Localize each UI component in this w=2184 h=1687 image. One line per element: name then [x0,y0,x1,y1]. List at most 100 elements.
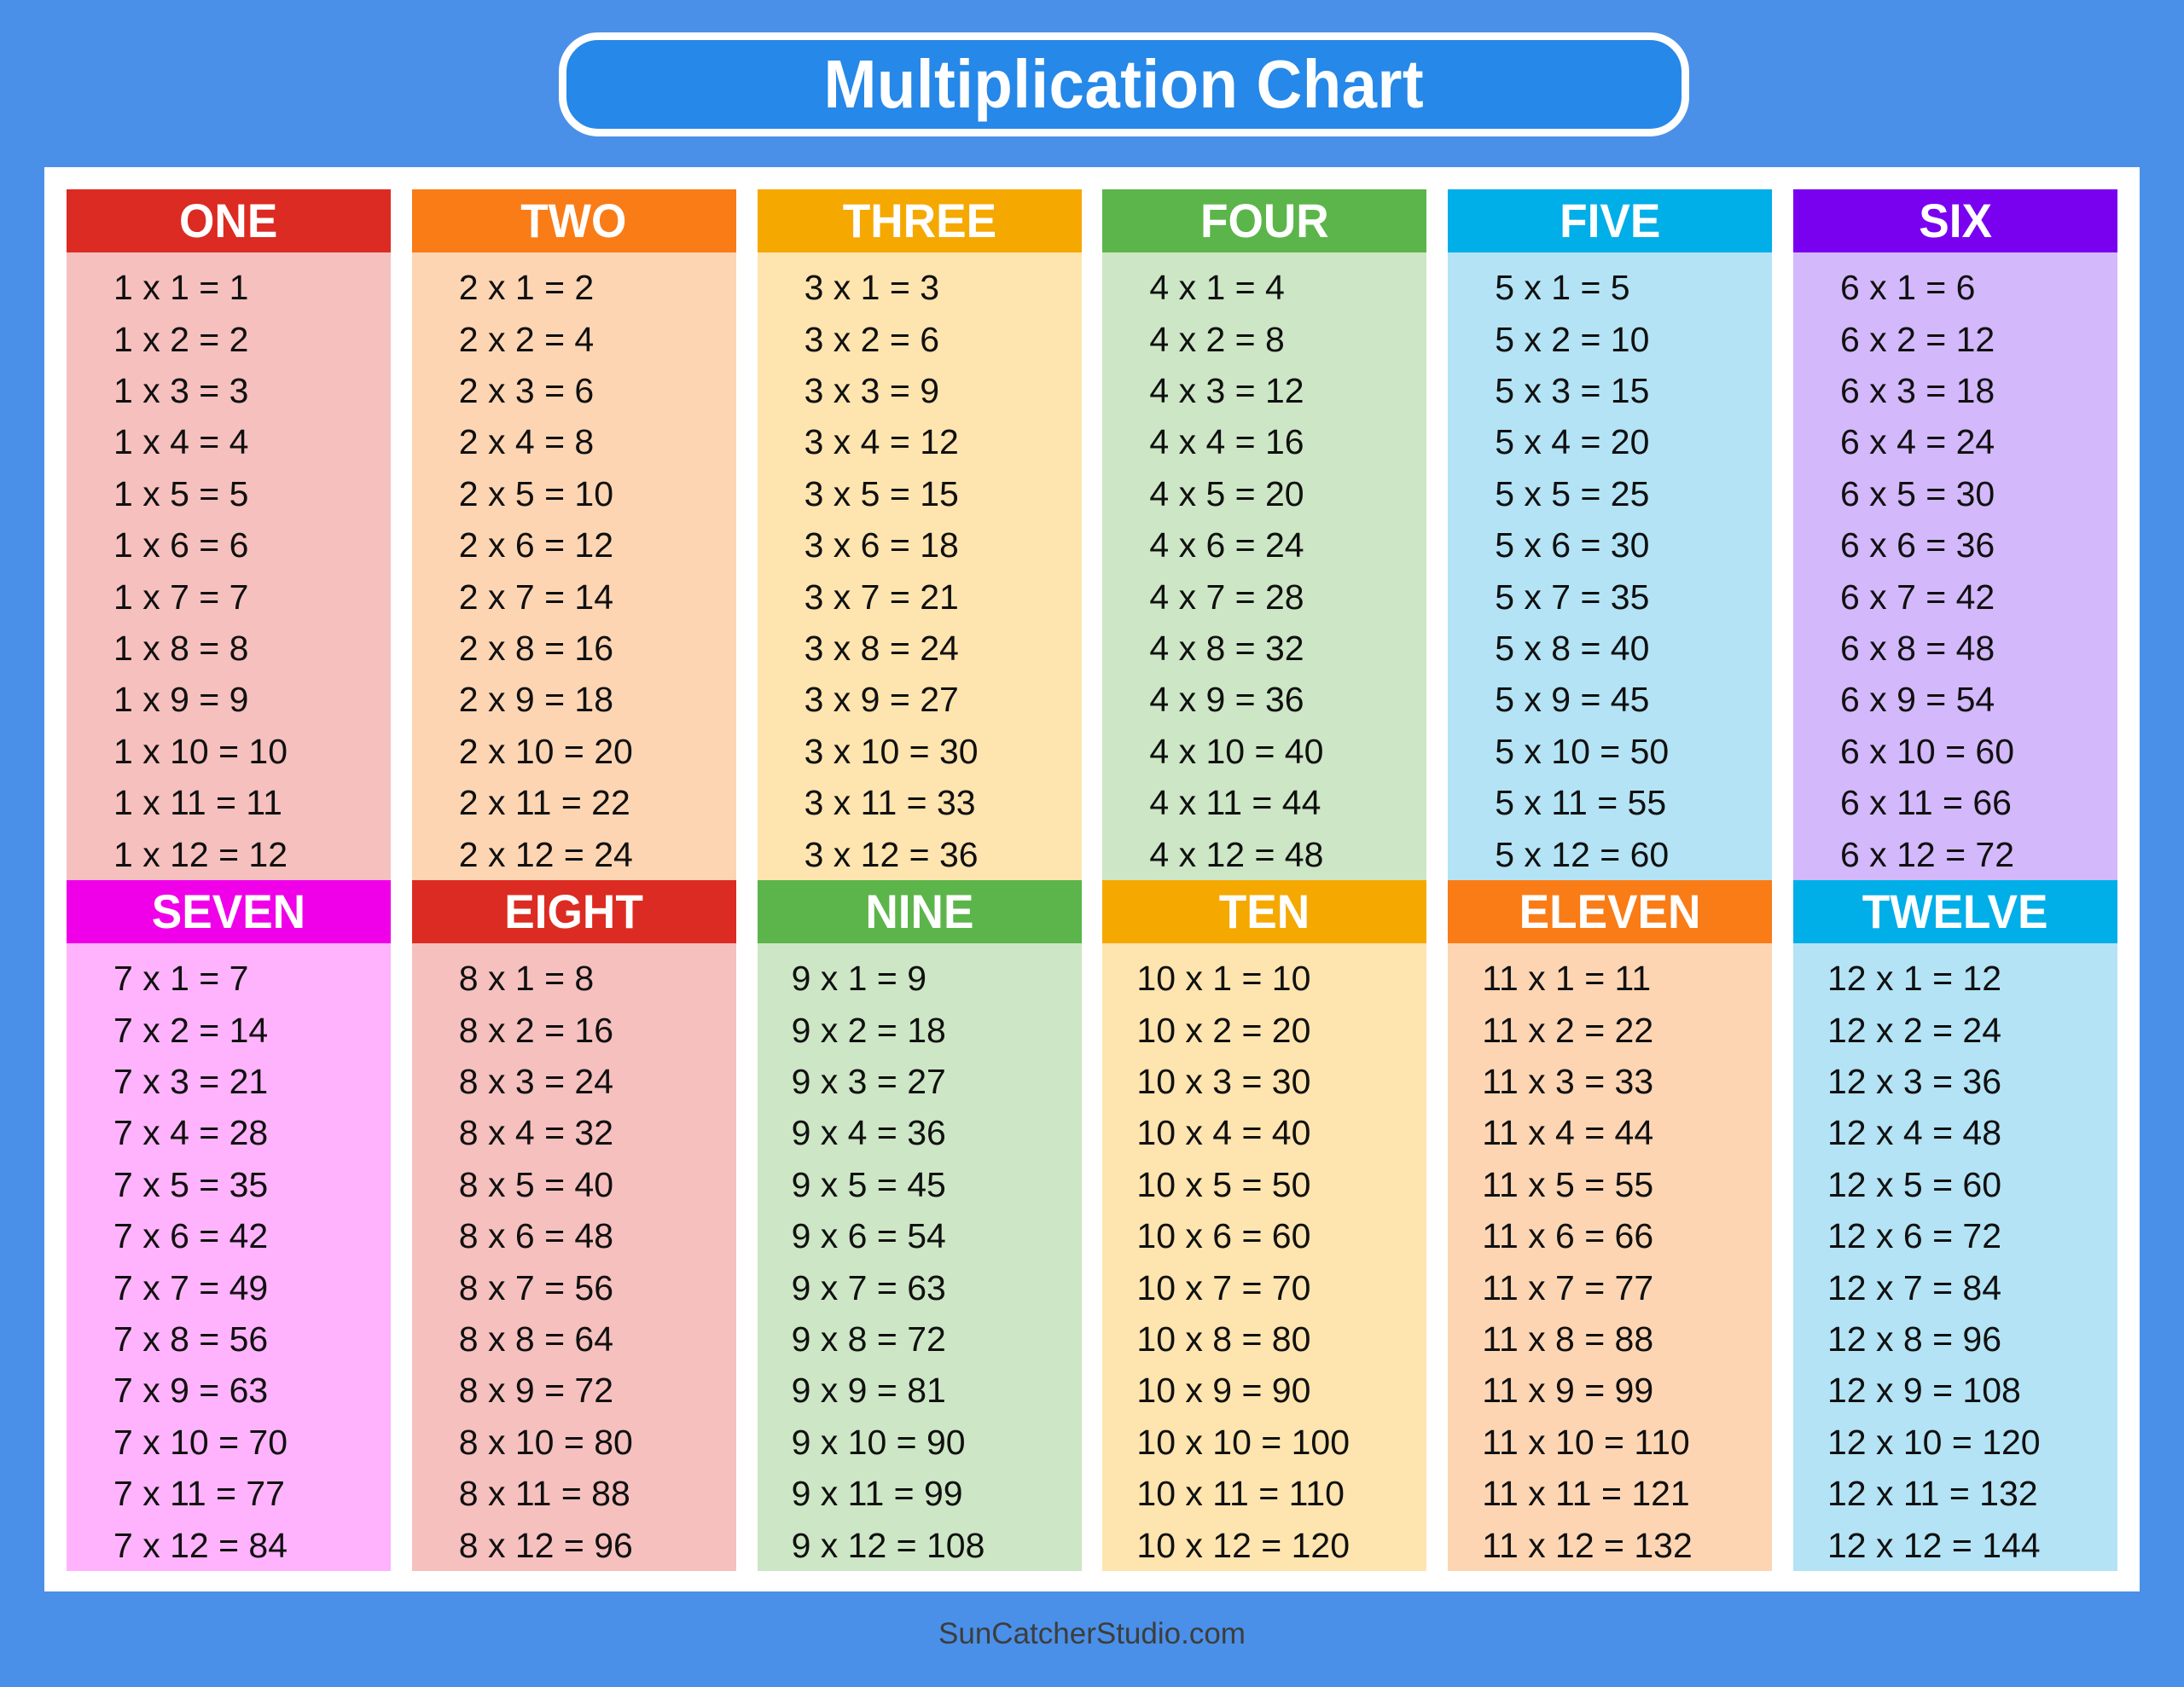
equation-row: 12 x 1 = 12 [1827,959,2002,999]
equation-row: 10 x 5 = 50 [1136,1164,1311,1204]
equation-row: 11 x 7 = 77 [1482,1267,1654,1307]
table-body-nine: 9 x 1 = 9 9 x 2 = 18 9 x 3 = 27 9 x 4 = 36 9… [757,943,1082,1571]
times-table-twelve: TWELVE 12 x 1 = 12 12 x 2 = 24 12 x 3 = 36 1… [1792,880,2117,1571]
equation-row: 8 x 9 = 72 [458,1371,614,1411]
equation-row: 8 x 2 = 16 [458,1010,614,1050]
equation-row: 4 x 12 = 48 [1149,834,1324,874]
equation-row: 12 x 8 = 96 [1827,1319,2002,1359]
equation-row: 9 x 4 = 36 [791,1113,946,1153]
table-header-eight: EIGHT [411,880,736,944]
table-header-label: ONE [179,194,278,248]
equation-row: 12 x 9 = 108 [1827,1371,2021,1411]
equation-row: 10 x 10 = 100 [1136,1422,1350,1462]
equation-row: 9 x 1 = 9 [791,959,927,999]
equation-row: 11 x 4 = 44 [1482,1113,1654,1153]
times-table-three: THREE 3 x 1 = 3 3 x 2 = 6 3 x 3 = 9 3 x 4 = … [757,189,1082,880]
equation-row: 5 x 11 = 55 [1495,783,1667,823]
table-body-two: 2 x 1 = 2 2 x 2 = 4 2 x 3 = 6 2 x 4 = 8 2 x … [411,252,736,880]
equation-row: 3 x 12 = 36 [804,834,979,874]
equation-row: 9 x 2 = 18 [791,1010,946,1050]
table-body-three: 3 x 1 = 3 3 x 2 = 6 3 x 3 = 9 3 x 4 = 12 3 x… [757,252,1082,880]
equation-row: 5 x 2 = 10 [1495,319,1650,359]
equation-row: 11 x 9 = 99 [1482,1371,1654,1411]
equation-row: 4 x 8 = 32 [1149,629,1304,669]
equation-row: 10 x 2 = 20 [1136,1010,1311,1050]
times-table-four: FOUR 4 x 1 = 4 4 x 2 = 8 4 x 3 = 12 4 x 4 = … [1102,189,1427,880]
times-table-six: SIX 6 x 1 = 6 6 x 2 = 12 6 x 3 = 18 6 x 4 = … [1792,189,2117,880]
equation-row: 6 x 2 = 12 [1839,319,1995,359]
equation-row: 3 x 6 = 18 [804,525,959,565]
times-table-seven: SEVEN 7 x 1 = 7 7 x 2 = 14 7 x 3 = 21 7 x 4 … [67,880,391,1571]
equation-row: 5 x 10 = 50 [1495,731,1670,771]
equation-row: 3 x 4 = 12 [804,422,959,462]
equation-row: 4 x 9 = 36 [1149,680,1304,720]
table-body-eight: 8 x 1 = 8 8 x 2 = 16 8 x 3 = 24 8 x 4 = 32 8… [411,943,736,1571]
table-header-two: TWO [411,189,736,253]
equation-row: 3 x 2 = 6 [804,319,940,359]
equation-row: 11 x 5 = 55 [1482,1164,1654,1204]
equation-row: 4 x 7 = 28 [1149,577,1304,617]
equation-row: 9 x 8 = 72 [791,1319,946,1359]
equation-row: 1 x 4 = 4 [113,422,249,462]
equation-row: 5 x 4 = 20 [1495,422,1650,462]
equation-row: 2 x 7 = 14 [458,577,614,617]
equation-row: 9 x 12 = 108 [791,1525,985,1565]
equation-row: 9 x 9 = 81 [791,1371,946,1411]
equation-row: 5 x 1 = 5 [1495,268,1630,308]
table-body-twelve: 12 x 1 = 12 12 x 2 = 24 12 x 3 = 36 12 x 4 … [1792,943,2117,1571]
times-table-eight: EIGHT 8 x 1 = 8 8 x 2 = 16 8 x 3 = 24 8 x 4 … [411,880,736,1571]
equation-row: 11 x 8 = 88 [1482,1319,1654,1359]
times-table-nine: NINE 9 x 1 = 9 9 x 2 = 18 9 x 3 = 27 9 x 4 =… [757,880,1082,1571]
equation-row: 11 x 1 = 11 [1482,959,1652,999]
equation-row: 6 x 10 = 60 [1839,731,2015,771]
equation-row: 8 x 12 = 96 [458,1525,633,1565]
equation-row: 2 x 8 = 16 [458,629,614,669]
equation-row: 7 x 6 = 42 [113,1216,269,1256]
equation-row: 1 x 7 = 7 [113,577,249,617]
equation-row: 11 x 6 = 66 [1482,1216,1654,1256]
equation-row: 5 x 5 = 25 [1495,473,1650,513]
table-body-seven: 7 x 1 = 7 7 x 2 = 14 7 x 3 = 21 7 x 4 = 28 7… [67,943,391,1571]
equation-row: 8 x 10 = 80 [458,1422,633,1462]
table-body-one: 1 x 1 = 1 1 x 2 = 2 1 x 3 = 3 1 x 4 = 4 1 x … [67,252,391,880]
table-header-four: FOUR [1102,189,1427,253]
equation-row: 2 x 2 = 4 [458,319,595,359]
equation-row: 11 x 10 = 110 [1482,1422,1690,1462]
equation-row: 10 x 7 = 70 [1136,1267,1311,1307]
equation-row: 2 x 6 = 12 [458,525,614,565]
equation-row: 2 x 12 = 24 [458,834,633,874]
equation-row: 3 x 10 = 30 [804,731,979,771]
table-body-ten: 10 x 1 = 10 10 x 2 = 20 10 x 3 = 30 10 x 4 … [1102,943,1427,1571]
table-header-label: EIGHT [504,884,644,939]
equation-row: 8 x 6 = 48 [458,1216,614,1256]
equation-row: 4 x 4 = 16 [1149,422,1304,462]
equation-row: 11 x 12 = 132 [1482,1525,1693,1565]
title-banner: Multiplication Chart [559,32,1689,136]
equation-row: 3 x 8 = 24 [804,629,959,669]
equation-row: 11 x 11 = 121 [1482,1474,1690,1514]
equation-row: 12 x 12 = 144 [1827,1525,2041,1565]
equation-row: 9 x 11 = 99 [791,1474,963,1514]
equation-row: 7 x 1 = 7 [113,959,249,999]
equation-row: 1 x 1 = 1 [113,268,249,308]
equation-row: 3 x 7 = 21 [804,577,959,617]
table-header-ten: TEN [1102,880,1427,944]
page-title: Multiplication Chart [823,46,1425,122]
equation-row: 6 x 11 = 66 [1839,783,2012,823]
equation-row: 7 x 10 = 70 [113,1422,288,1462]
equation-row: 10 x 6 = 60 [1136,1216,1311,1256]
equation-row: 3 x 3 = 9 [804,371,940,411]
table-header-label: SIX [1919,194,1992,248]
equation-row: 7 x 8 = 56 [113,1319,269,1359]
table-header-label: SEVEN [151,884,306,939]
equation-row: 4 x 6 = 24 [1149,525,1304,565]
equation-row: 1 x 12 = 12 [113,834,288,874]
times-table-five: FIVE 5 x 1 = 5 5 x 2 = 10 5 x 3 = 15 5 x 4 =… [1448,189,1773,880]
equation-row: 5 x 12 = 60 [1495,834,1670,874]
equation-row: 8 x 8 = 64 [458,1319,614,1359]
equation-row: 9 x 7 = 63 [791,1267,946,1307]
equation-row: 2 x 4 = 8 [458,422,595,462]
table-header-label: TWELVE [1862,884,2048,939]
